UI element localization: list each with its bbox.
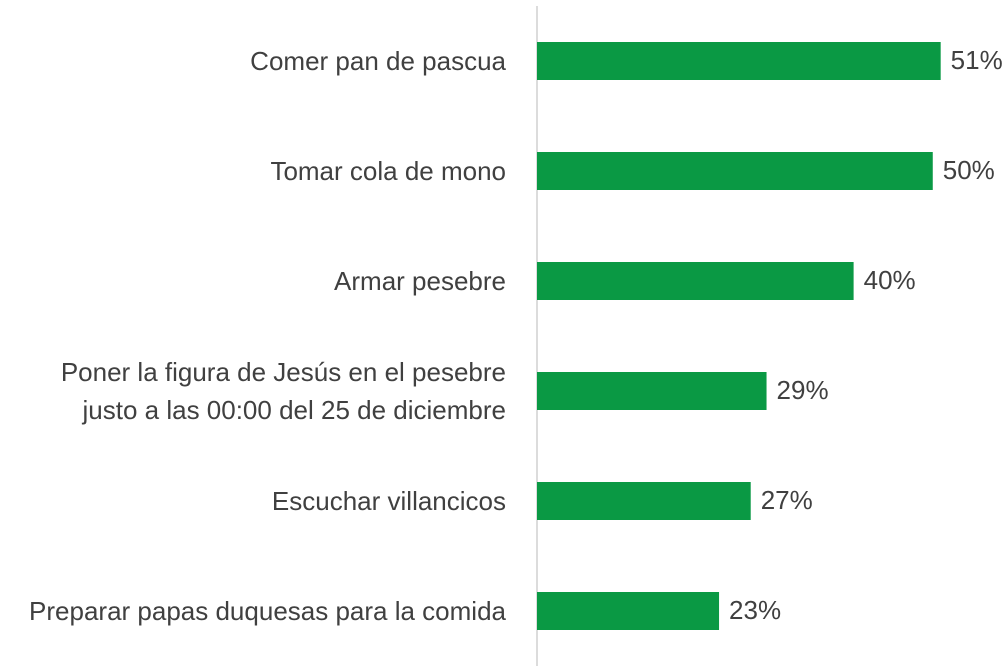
bar <box>537 262 854 300</box>
bar <box>537 372 767 410</box>
value-label: 27% <box>761 485 813 515</box>
category-label: Comer pan de pascua <box>250 46 506 76</box>
value-label: 29% <box>777 375 829 405</box>
value-label: 50% <box>943 155 995 185</box>
value-label: 23% <box>729 595 781 625</box>
bar <box>537 482 751 520</box>
category-label: Escuchar villancicos <box>271 486 506 516</box>
bar <box>537 152 933 190</box>
bar <box>537 592 720 630</box>
category-label: Armar pesebre <box>334 266 506 296</box>
value-label: 51% <box>951 45 1003 75</box>
category-label: Preparar papas duquesas para la comida <box>29 596 506 626</box>
category-label: Poner la figura de Jesús en el pesebre j… <box>60 357 506 425</box>
bar <box>537 42 941 80</box>
value-label: 40% <box>864 265 916 295</box>
category-label: Tomar cola de mono <box>270 156 506 186</box>
